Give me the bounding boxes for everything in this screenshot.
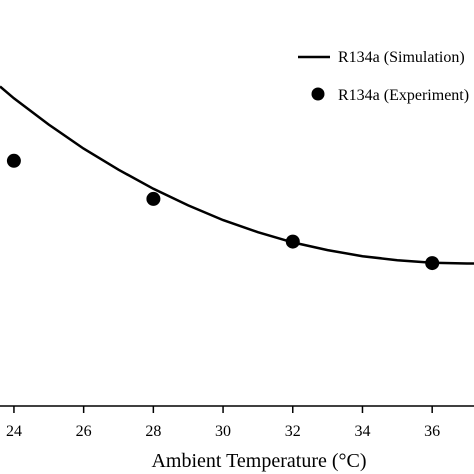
x-axis: 24 26 28 30 32 34 36 [0,405,474,440]
data-point-experiment-28 [146,191,161,206]
legend-dot-marker [311,87,325,101]
data-point-experiment-32 [285,234,300,249]
x-tick-label-36: 36 [424,423,440,440]
series-line-simulation [0,85,474,265]
x-tick-label-32: 32 [285,423,301,440]
plot-area [0,85,474,271]
x-axis-title: Ambient Temperature (°C) [151,450,366,472]
x-tick-label-26: 26 [76,423,92,440]
data-point-experiment-24 [6,153,21,168]
x-tick-label-28: 28 [145,423,161,440]
legend: R134a (Simulation) R134a (Experiment) [298,49,469,104]
x-tick-label-24: 24 [6,423,22,440]
legend-label-simulation: R134a (Simulation) [338,49,465,66]
x-tick-label-34: 34 [354,423,370,440]
legend-label-experiment: R134a (Experiment) [338,87,469,104]
x-tick-label-30: 30 [215,423,231,440]
data-point-experiment-36 [425,256,440,271]
